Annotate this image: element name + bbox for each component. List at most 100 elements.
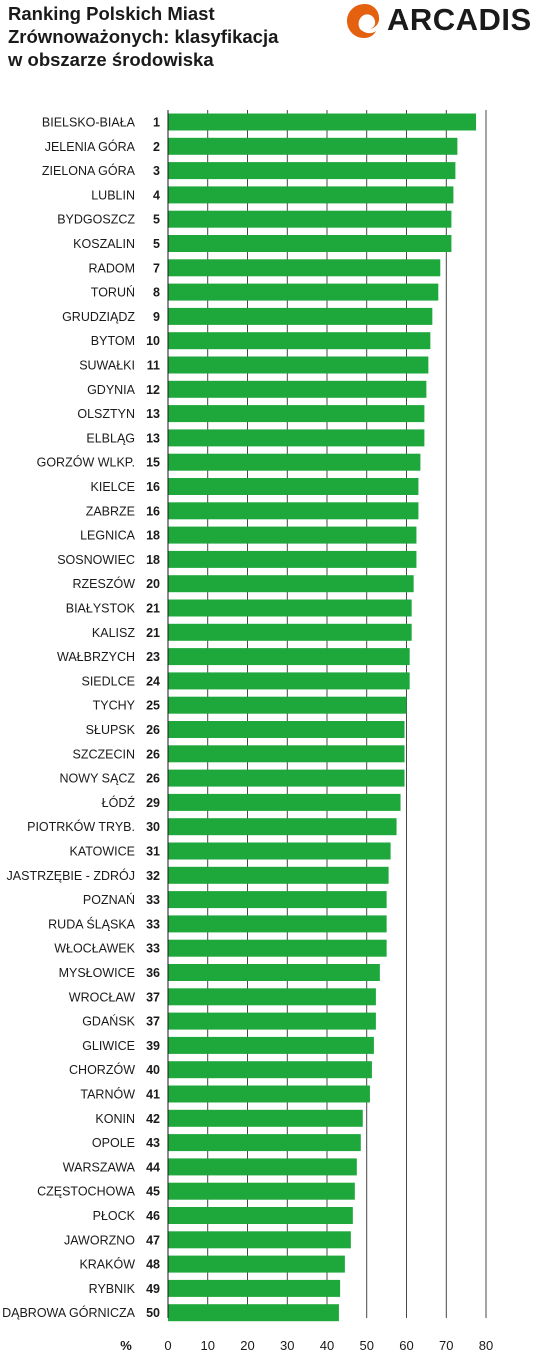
rank-label: 33 xyxy=(146,942,160,956)
city-label: ŁÓDŹ xyxy=(102,795,136,810)
bar-34 xyxy=(168,915,387,933)
city-label: WŁOCŁAWEK xyxy=(54,942,135,956)
rank-label: 40 xyxy=(146,1063,160,1077)
rank-label: 47 xyxy=(146,1233,160,1247)
x-tick-label: 40 xyxy=(320,1338,334,1353)
rank-label: 25 xyxy=(146,699,160,713)
rank-label: 8 xyxy=(153,286,160,300)
bar-27 xyxy=(168,745,405,763)
bar-47 xyxy=(168,1231,351,1249)
rank-label: 15 xyxy=(146,456,160,470)
city-label: JASTRZĘBIE - ZDRÓJ xyxy=(7,868,135,883)
rank-label: 50 xyxy=(146,1306,160,1320)
bar-11 xyxy=(168,356,429,374)
city-label: RUDA ŚLĄSKA xyxy=(48,916,136,931)
city-label: GDAŃSK xyxy=(82,1014,135,1029)
x-tick-label: 60 xyxy=(399,1338,413,1353)
rank-label: 11 xyxy=(147,359,160,373)
bar-17 xyxy=(168,502,419,520)
city-label: SŁUPSK xyxy=(86,723,136,737)
rank-label: 49 xyxy=(146,1282,160,1296)
city-label: WAŁBRZYCH xyxy=(57,650,135,664)
city-label: GLIWICE xyxy=(82,1039,135,1053)
city-label: TORUŃ xyxy=(91,285,135,300)
x-tick-label: 10 xyxy=(201,1338,215,1353)
rank-label: 5 xyxy=(153,213,160,227)
x-tick-label: 20 xyxy=(240,1338,254,1353)
city-label: TYCHY xyxy=(93,699,136,713)
bar-45 xyxy=(168,1182,355,1200)
city-label: MYSŁOWICE xyxy=(59,966,135,980)
bar-29 xyxy=(168,793,401,811)
rank-label: 4 xyxy=(153,188,160,202)
bar-38 xyxy=(168,1012,376,1030)
city-label: RADOM xyxy=(88,261,135,275)
city-label: OLSZTYN xyxy=(77,407,135,421)
rank-label: 18 xyxy=(146,553,160,567)
rank-label: 21 xyxy=(146,602,160,616)
rank-label: 9 xyxy=(153,310,160,324)
city-label: GDYNIA xyxy=(87,383,136,397)
city-label: CZĘSTOCHOWA xyxy=(37,1185,136,1199)
city-label: OPOLE xyxy=(92,1136,135,1150)
bar-5 xyxy=(168,210,452,228)
bar-10 xyxy=(168,332,431,350)
bar-26 xyxy=(168,721,405,738)
bar-7 xyxy=(168,259,441,277)
bar-8 xyxy=(168,283,439,301)
rank-label: 48 xyxy=(146,1258,160,1272)
rank-label: 16 xyxy=(146,480,160,494)
city-label: KATOWICE xyxy=(69,845,135,859)
bar-18 xyxy=(168,526,417,544)
label-layer: BIELSKO-BIAŁA 1 JELENIA GÓRA 2 ZIELONA GÓRA 3… xyxy=(2,116,160,1321)
x-tick-label: 50 xyxy=(360,1338,374,1353)
rank-label: 5 xyxy=(153,237,160,251)
arcadis-logo: ARCADIS xyxy=(345,0,555,44)
chart-title: Ranking Polskich Miast Zrównoważonych: k… xyxy=(8,2,328,71)
city-label: RZESZÓW xyxy=(73,576,136,591)
city-label: GRUDZIĄDZ xyxy=(62,310,135,324)
city-label: KRAKÓW xyxy=(79,1257,135,1272)
bar-49 xyxy=(168,1279,341,1297)
city-label: PIOTRKÓW TRYB. xyxy=(27,819,135,834)
bar-37 xyxy=(168,988,376,1006)
city-label: GORZÓW WLKP. xyxy=(37,455,135,470)
rank-label: 23 xyxy=(146,650,160,664)
rank-label: 13 xyxy=(146,431,160,445)
bar-42 xyxy=(168,1109,363,1127)
city-label: BYTOM xyxy=(91,334,135,348)
city-label: KONIN xyxy=(95,1112,135,1126)
bar-6 xyxy=(168,235,452,252)
bar-1 xyxy=(168,113,477,131)
rank-label: 37 xyxy=(146,990,160,1004)
bar-21 xyxy=(168,599,412,617)
city-label: ZABRZE xyxy=(86,504,135,518)
bar-41 xyxy=(168,1085,370,1103)
rank-label: 18 xyxy=(146,529,160,543)
title-line-1: Ranking Polskich Miast xyxy=(8,3,215,24)
rank-label: 45 xyxy=(146,1185,160,1199)
bar-46 xyxy=(168,1207,353,1224)
bar-layer xyxy=(168,113,477,1322)
city-label: WARSZAWA xyxy=(63,1160,136,1174)
bar-16 xyxy=(168,478,419,495)
x-tick-label: 0 xyxy=(164,1338,171,1353)
city-label: LUBLIN xyxy=(91,188,135,202)
city-label: BYDGOSZCZ xyxy=(57,213,135,227)
city-label: JAWORZNO xyxy=(64,1233,135,1247)
city-label: NOWY SĄCZ xyxy=(60,772,136,786)
city-label: SUWAŁKI xyxy=(79,359,135,373)
bar-25 xyxy=(168,696,407,714)
rank-label: 26 xyxy=(146,747,160,761)
bar-24 xyxy=(168,672,410,690)
bar-4 xyxy=(168,186,454,204)
rank-label: 10 xyxy=(146,334,160,348)
title-line-3: w obszarze środowiska xyxy=(8,49,214,70)
rank-label: 20 xyxy=(146,577,160,591)
rank-label: 12 xyxy=(146,383,160,397)
city-label: POZNAŃ xyxy=(83,892,135,907)
x-tick-label: 80 xyxy=(479,1338,493,1353)
bar-13 xyxy=(168,405,425,423)
title-line-2: Zrównoważonych: klasyfikacja xyxy=(8,26,279,47)
bar-35 xyxy=(168,939,387,957)
